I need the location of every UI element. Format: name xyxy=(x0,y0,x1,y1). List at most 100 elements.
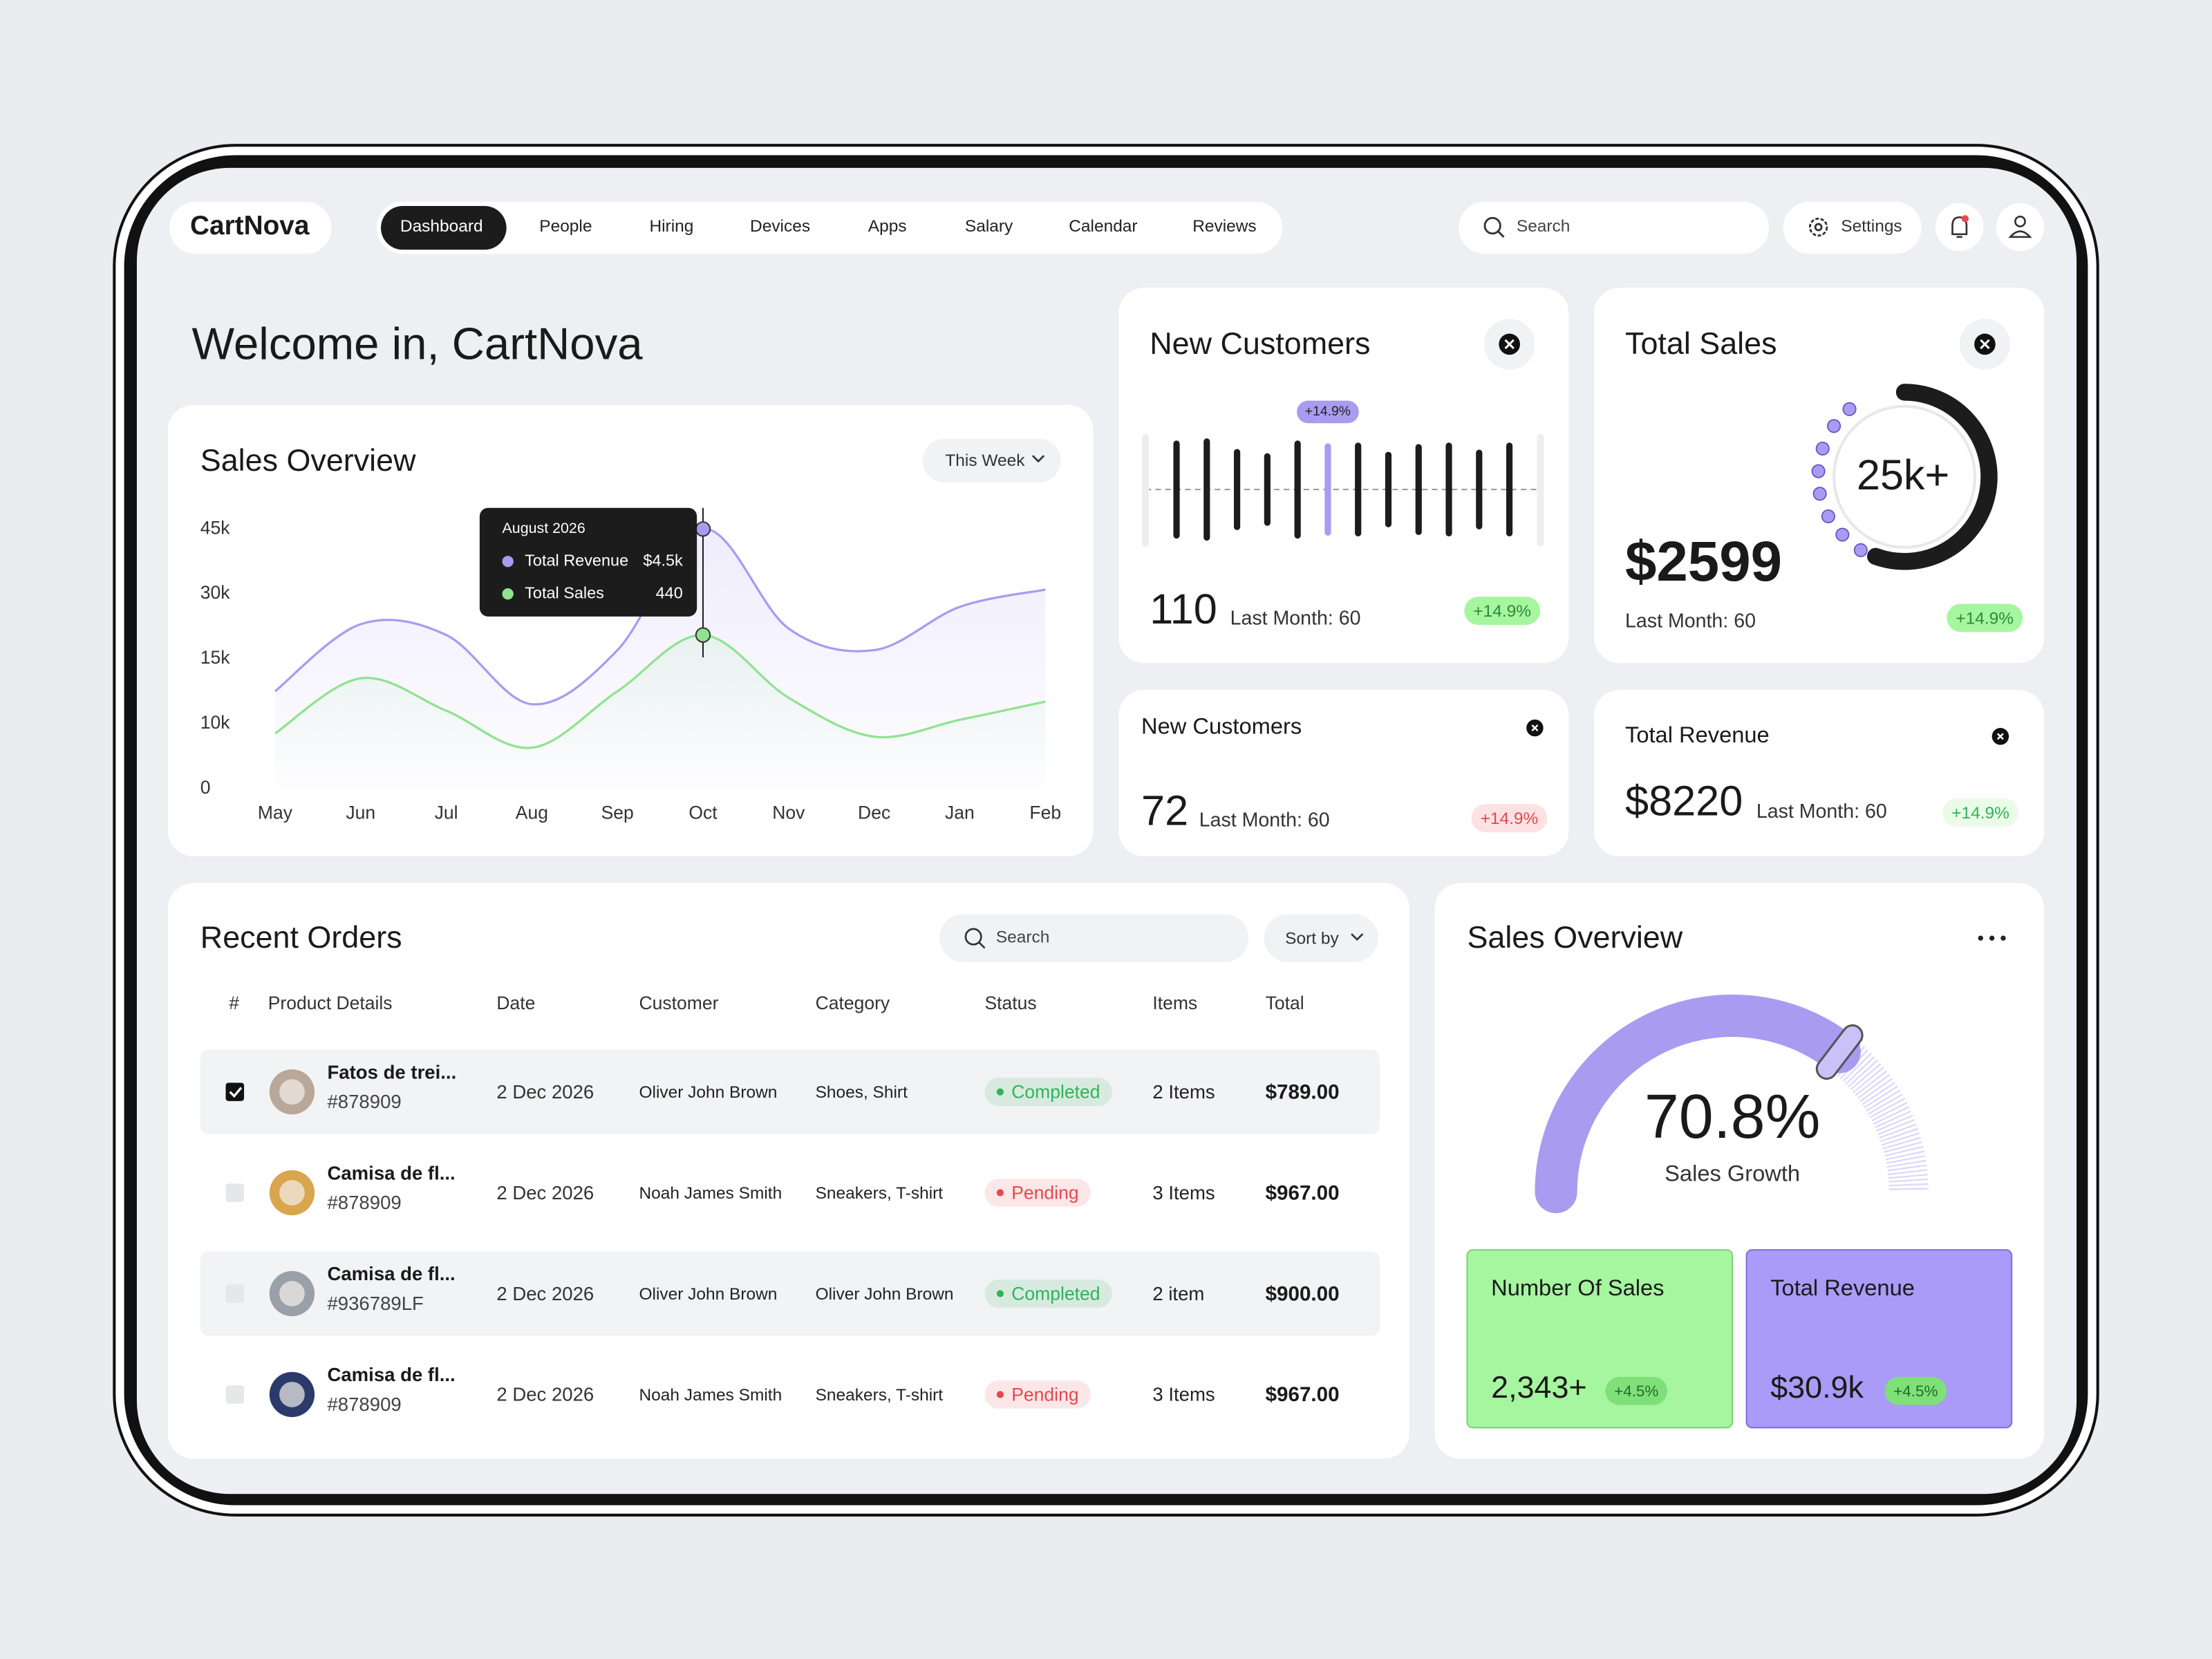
badge: +4.5% xyxy=(1893,1382,1938,1400)
product-thumb-inner xyxy=(279,1180,305,1206)
category: Oliver John Brown xyxy=(816,1285,954,1304)
product-id: #936789LF xyxy=(327,1293,423,1314)
x-tick-label: Jul xyxy=(435,803,458,823)
status-dot xyxy=(996,1290,1004,1297)
orders-search[interactable] xyxy=(939,914,1249,962)
period-select[interactable] xyxy=(922,438,1061,482)
nav-item[interactable]: Reviews xyxy=(1192,217,1256,236)
column-header: Customer xyxy=(639,993,718,1013)
more-button[interactable] xyxy=(1978,935,2006,941)
column-header: Items xyxy=(1152,993,1197,1013)
bell-icon xyxy=(1951,216,1968,238)
customer: Oliver John Brown xyxy=(639,1083,777,1102)
order-date: 2 Dec 2026 xyxy=(496,1081,594,1103)
badge: +14.9% xyxy=(1305,404,1351,419)
gear-icon xyxy=(1808,217,1828,237)
y-tick-label: 30k xyxy=(200,582,230,603)
nav-item[interactable]: Dashboard xyxy=(400,217,483,236)
x-tick-label: Feb xyxy=(1029,803,1061,823)
ring-dots xyxy=(1811,402,1868,557)
order-date: 2 Dec 2026 xyxy=(496,1283,594,1304)
items: 3 Items xyxy=(1152,1182,1215,1203)
period-label: This Week xyxy=(945,451,1025,470)
tooltip-label: Total Revenue xyxy=(525,551,628,569)
card-title: New Customers xyxy=(1150,326,1370,361)
column-header: Date xyxy=(496,993,535,1013)
checkbox[interactable] xyxy=(225,1082,245,1101)
gauge-arc xyxy=(1535,994,1861,1214)
ring-arc xyxy=(1867,384,1998,570)
items: 2 Items xyxy=(1152,1081,1215,1103)
search-icon xyxy=(964,928,986,949)
search-placeholder: Search xyxy=(1517,217,1571,236)
category: Sneakers, T-shirt xyxy=(816,1386,944,1405)
badge: +14.9% xyxy=(1473,602,1531,621)
status-dot xyxy=(996,1189,1004,1197)
items: 2 item xyxy=(1152,1283,1204,1304)
column-header: Category xyxy=(816,993,890,1013)
tooltip-title: August 2026 xyxy=(503,520,585,536)
tooltip-swatch xyxy=(502,588,514,600)
badge-bg xyxy=(1471,804,1548,833)
badge-bg xyxy=(1947,603,2023,632)
nav-item[interactable]: Salary xyxy=(965,217,1013,236)
product-name: Camisa de fl... xyxy=(327,1162,455,1183)
x-tick-label: Nov xyxy=(772,803,805,823)
badge: +14.9% xyxy=(1481,809,1539,828)
settings-button[interactable] xyxy=(1783,201,1922,254)
order-total: $900.00 xyxy=(1266,1282,1340,1305)
product-id: #878909 xyxy=(327,1192,401,1213)
card-title: Sales Overview xyxy=(1467,919,1683,955)
nav-item[interactable]: People xyxy=(539,217,592,236)
column-header: Total xyxy=(1266,993,1304,1013)
total-revenue-card xyxy=(1594,689,2045,856)
hover-point xyxy=(695,627,711,643)
card-title: New Customers xyxy=(1141,713,1302,739)
search-box[interactable] xyxy=(1459,201,1770,254)
order-total: $967.00 xyxy=(1266,1383,1340,1406)
logo: CartNova xyxy=(190,211,310,241)
checkbox[interactable] xyxy=(225,1385,245,1404)
kpi-value: 72 xyxy=(1141,787,1188,834)
badge-bg xyxy=(1297,400,1359,424)
box-value: 2,343+ xyxy=(1491,1369,1587,1405)
tooltip-value: 440 xyxy=(656,583,683,601)
sort-button[interactable] xyxy=(1264,914,1378,962)
sales-box xyxy=(1466,1249,1734,1429)
status-pill xyxy=(984,1179,1091,1207)
x-tick-label: Oct xyxy=(688,803,718,823)
order-date: 2 Dec 2026 xyxy=(496,1384,594,1405)
items: 3 Items xyxy=(1152,1384,1215,1405)
nav-item[interactable]: Calendar xyxy=(1069,217,1137,236)
nav-item[interactable]: Apps xyxy=(868,217,907,236)
y-tick-label: 10k xyxy=(200,712,230,733)
tooltip xyxy=(479,507,697,617)
product-id: #878909 xyxy=(327,1091,401,1112)
notification-button[interactable] xyxy=(1936,203,1984,252)
category: Shoes, Shirt xyxy=(816,1083,908,1102)
revenue-box xyxy=(1745,1249,2013,1429)
search-placeholder: Search xyxy=(996,928,1050,947)
checkbox[interactable] xyxy=(225,1183,245,1202)
row-highlight xyxy=(200,1049,1380,1134)
product-thumb-inner xyxy=(279,1079,305,1105)
nav-bar xyxy=(376,201,1283,254)
x-tick-label: Aug xyxy=(516,803,548,823)
nav-item[interactable]: Hiring xyxy=(649,217,693,236)
checkbox[interactable] xyxy=(225,1284,245,1303)
status: Pending xyxy=(1011,1183,1078,1203)
search-icon xyxy=(1483,216,1505,238)
badge: +14.9% xyxy=(1951,804,2009,823)
close-x xyxy=(1504,339,1515,350)
column-header: # xyxy=(229,993,239,1013)
kpi-sub: Last Month: 60 xyxy=(1756,800,1887,823)
y-tick-label: 45k xyxy=(200,517,230,538)
badge-bg xyxy=(1605,1376,1668,1405)
status: Completed xyxy=(1011,1283,1100,1304)
ring-track xyxy=(1833,404,1977,549)
y-tick-label: 15k xyxy=(200,647,230,668)
nav-item[interactable]: Devices xyxy=(750,217,810,236)
status-pill xyxy=(984,1078,1112,1106)
